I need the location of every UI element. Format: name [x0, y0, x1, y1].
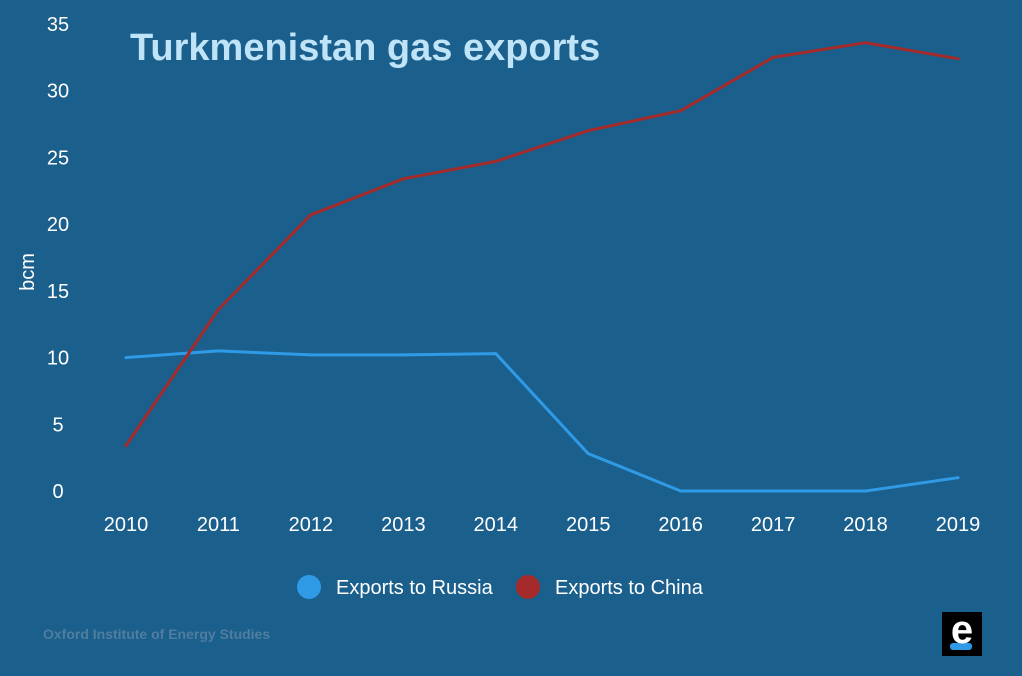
- data-point: [956, 476, 960, 480]
- x-tick-label: 2014: [474, 514, 519, 536]
- series-lines: [124, 41, 960, 493]
- chart-title: Turkmenistan gas exports: [130, 27, 600, 69]
- data-point: [216, 308, 220, 312]
- x-tick-label: 2011: [197, 514, 240, 536]
- data-point: [309, 353, 313, 357]
- x-tick-label: 2010: [104, 514, 149, 536]
- data-point: [124, 356, 128, 360]
- x-tick-label: 2016: [658, 514, 703, 536]
- y-tick-label: 25: [47, 147, 69, 169]
- x-tick-label: 2017: [751, 514, 796, 536]
- y-tick-label: 10: [47, 348, 69, 370]
- y-axis-label: bcm: [17, 253, 39, 291]
- legend-label: Exports to China: [555, 577, 704, 599]
- legend-marker: [297, 575, 321, 599]
- data-point: [771, 55, 775, 59]
- data-point: [494, 352, 498, 356]
- y-tick-label: 0: [52, 481, 63, 503]
- data-point: [864, 41, 868, 45]
- legend-label: Exports to Russia: [336, 577, 494, 599]
- y-tick-label: 35: [47, 14, 69, 36]
- data-point: [956, 57, 960, 61]
- logo-accent: [950, 643, 972, 650]
- y-tick-label: 30: [47, 81, 69, 103]
- x-axis-ticks: 2010 2011 2012 2013 2014 2015 2016 2017 2018 2019: [104, 514, 981, 536]
- series-line-1: [124, 41, 960, 448]
- legend-marker: [516, 575, 540, 599]
- x-tick-label: 2012: [289, 514, 334, 536]
- data-point: [124, 444, 128, 448]
- data-point: [586, 129, 590, 133]
- data-point: [679, 109, 683, 113]
- data-point: [401, 353, 405, 357]
- data-point: [586, 452, 590, 456]
- x-tick-label: 2018: [843, 514, 888, 536]
- series-line-0: [124, 349, 960, 493]
- data-point: [771, 489, 775, 493]
- logo-letter: e: [951, 608, 973, 652]
- y-tick-label: 15: [47, 281, 69, 303]
- source-note: Oxford Institute of Energy Studies: [43, 626, 270, 642]
- y-axis-ticks: 0 5 10 15 20 25 30 35: [47, 14, 69, 503]
- data-point: [864, 489, 868, 493]
- x-tick-label: 2019: [936, 514, 981, 536]
- x-tick-label: 2013: [381, 514, 426, 536]
- data-point: [679, 489, 683, 493]
- y-tick-label: 20: [47, 214, 69, 236]
- data-point: [216, 349, 220, 353]
- x-tick-label: 2015: [566, 514, 611, 536]
- y-tick-label: 5: [52, 414, 63, 436]
- legend: Exports to Russia Exports to China: [297, 575, 704, 599]
- data-point: [494, 159, 498, 163]
- data-point: [309, 213, 313, 217]
- logo: e: [942, 608, 982, 656]
- data-point: [401, 177, 405, 181]
